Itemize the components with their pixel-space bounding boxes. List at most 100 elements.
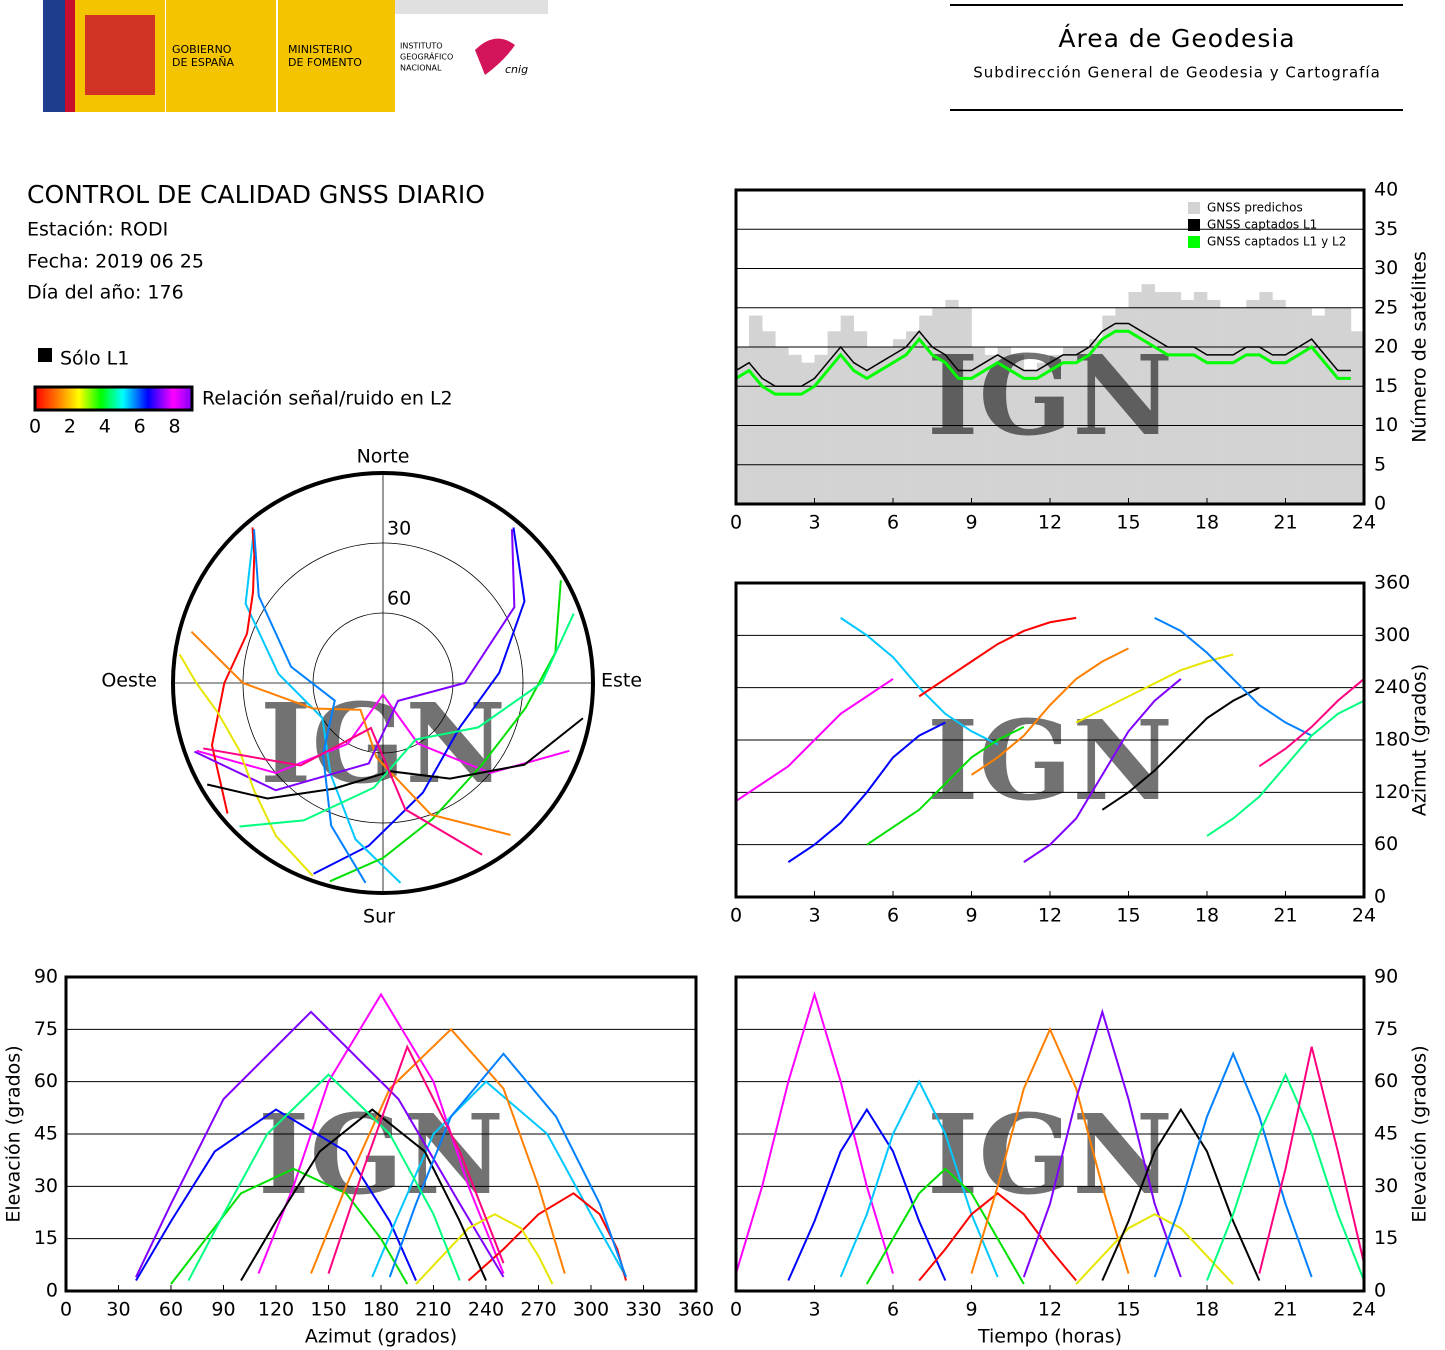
- x-tick-label: 0: [60, 1299, 72, 1321]
- satellite-track: [1075, 653, 1234, 724]
- satellite-track: [257, 992, 505, 1274]
- l1-swatch: [38, 348, 52, 362]
- bar: [893, 339, 907, 504]
- y-tick-label: 35: [1374, 218, 1398, 240]
- bar: [1285, 307, 1299, 504]
- x-tick-label: 3: [808, 905, 820, 927]
- y-tick-label: 45: [34, 1123, 58, 1145]
- satellite-track: [1206, 699, 1365, 837]
- bar: [906, 331, 920, 504]
- gov-text: DE ESPAÑA: [172, 56, 235, 69]
- coat-of-arms: [85, 15, 155, 95]
- satellite-track: [313, 527, 526, 875]
- x-tick-label: 6: [887, 512, 899, 534]
- cnig-text: cnig: [505, 63, 528, 76]
- satellite-track: [1101, 686, 1260, 811]
- y-tick-label: 0: [1374, 1280, 1386, 1302]
- y-tick-label: 75: [1374, 1018, 1398, 1040]
- satellite-track: [194, 529, 516, 792]
- legend-swatch: [1188, 236, 1200, 248]
- x-tick-label: 24: [1352, 512, 1376, 534]
- x-tick-label: 3: [808, 512, 820, 534]
- satellite-track: [415, 1213, 554, 1285]
- y-tick-label: 25: [1374, 296, 1398, 318]
- y-tick-label: 5: [1374, 453, 1386, 475]
- y-tick-label: 90: [1374, 966, 1398, 988]
- satellite-track: [388, 1052, 627, 1278]
- satellite-track: [1023, 678, 1182, 863]
- bar: [1128, 292, 1142, 504]
- satellite-track: [735, 678, 894, 802]
- y-tick-label: 45: [1374, 1123, 1398, 1145]
- x-tick-label: 330: [625, 1299, 661, 1321]
- x-tick-label: 150: [310, 1299, 346, 1321]
- x-tick-label: 360: [678, 1299, 714, 1321]
- x-tick-label: 18: [1195, 512, 1219, 534]
- satellite-track: [918, 1192, 1077, 1282]
- satellite-track: [1075, 1213, 1234, 1285]
- bar: [1010, 354, 1025, 504]
- legend-label: GNSS captados L1 y L2: [1207, 235, 1346, 249]
- bar: [801, 362, 815, 504]
- satellite-track: [203, 726, 483, 856]
- flag-stripe: [65, 0, 75, 112]
- ign-text: INSTITUTO: [400, 42, 443, 51]
- x-tick-label: 180: [363, 1299, 399, 1321]
- satellite-track: [135, 1010, 505, 1278]
- satellite-track: [135, 1108, 417, 1282]
- bar: [1233, 307, 1247, 504]
- y-tick-label: 15: [1374, 375, 1398, 397]
- y-tick-label: 240: [1374, 676, 1410, 698]
- plot-frame: [734, 581, 1366, 899]
- x-tick-label: 3: [808, 1299, 820, 1321]
- bar: [814, 354, 828, 504]
- x-tick-label: 12: [1038, 512, 1062, 534]
- y-tick-label: 20: [1374, 336, 1398, 358]
- x-tick-label: 0: [730, 905, 742, 927]
- legend-swatch: [1188, 202, 1200, 214]
- bar: [1167, 292, 1182, 504]
- x-tick-label: 9: [965, 905, 977, 927]
- bar: [788, 354, 802, 504]
- x-tick-label: 15: [1116, 905, 1140, 927]
- bar: [945, 299, 959, 504]
- cnig-logo: [475, 38, 515, 75]
- satellite-track: [467, 1192, 627, 1282]
- y-tick-label: 30: [34, 1175, 58, 1197]
- y-tick-label: 10: [1374, 414, 1398, 436]
- x-tick-label: 12: [1038, 1299, 1062, 1321]
- bar: [919, 315, 933, 504]
- bar: [1180, 299, 1195, 504]
- gov-band: [166, 0, 276, 112]
- x-tick-label: 0: [730, 1299, 742, 1321]
- x-tick-label: 18: [1195, 1299, 1219, 1321]
- x-tick-label: 30: [106, 1299, 130, 1321]
- direction-label: Sur: [363, 906, 395, 928]
- x-axis-label: Azimut (grados): [305, 1326, 457, 1348]
- x-tick-label: 9: [965, 1299, 977, 1321]
- x-tick-label: 6: [887, 1299, 899, 1321]
- satellite-track: [244, 529, 402, 884]
- ministry-band: [278, 0, 395, 112]
- gov-text: GOBIERNO: [172, 43, 232, 56]
- x-tick-label: 300: [573, 1299, 609, 1321]
- satellite-track: [1258, 678, 1365, 767]
- ign-band: [395, 0, 548, 14]
- x-tick-label: 9: [965, 512, 977, 534]
- y-tick-label: 0: [46, 1280, 58, 1302]
- bar: [984, 354, 998, 504]
- satellite-track: [239, 613, 575, 828]
- direction-label: Norte: [357, 446, 410, 468]
- y-axis-label: Elevación (grados): [1409, 1045, 1431, 1222]
- l1-label: Sólo L1: [60, 348, 129, 370]
- y-tick-label: 30: [1374, 1175, 1398, 1197]
- bar: [1141, 284, 1155, 504]
- y-tick-label: 30: [1374, 257, 1398, 279]
- report-title: CONTROL DE CALIDAD GNSS DIARIO: [27, 180, 485, 209]
- bar: [1036, 362, 1051, 504]
- ministry-text: MINISTERIO: [288, 43, 353, 56]
- ring-label: 30: [387, 518, 411, 540]
- y-tick-label: 300: [1374, 624, 1410, 646]
- x-tick-label: 24: [1352, 1299, 1376, 1321]
